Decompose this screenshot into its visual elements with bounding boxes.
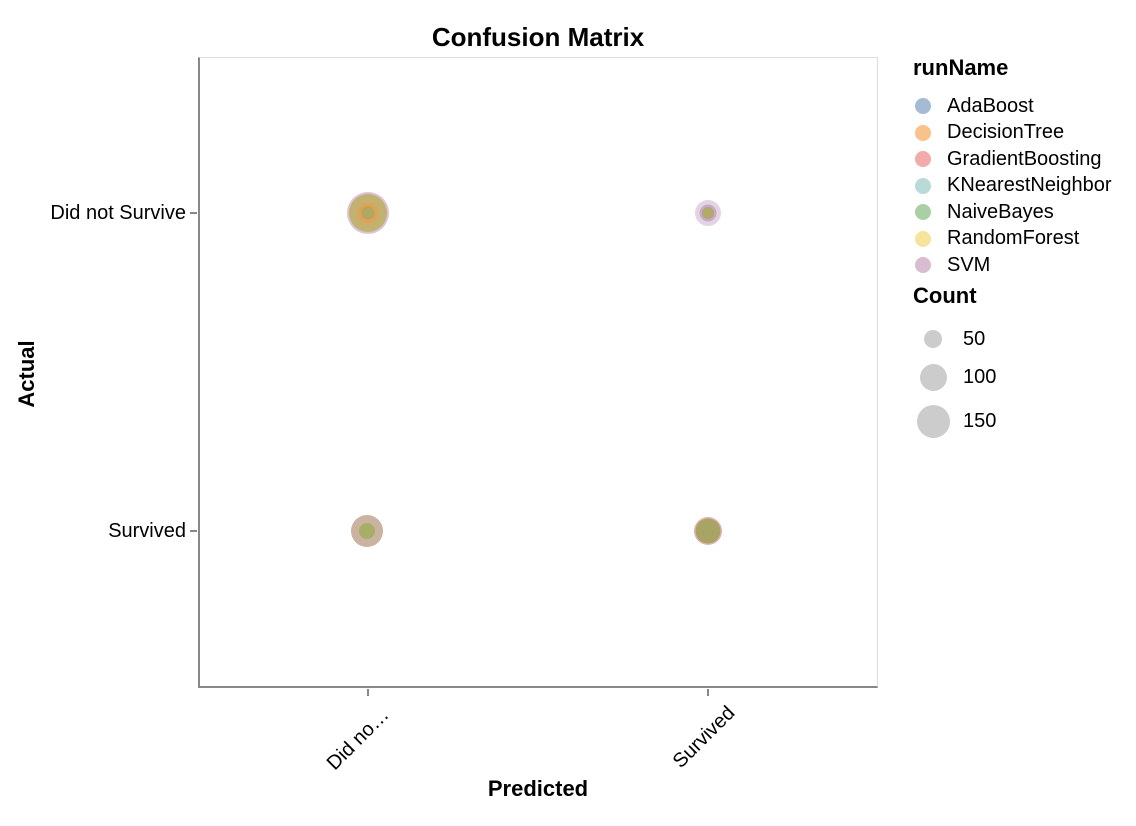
- count-legend-item-150: 150: [913, 397, 1133, 445]
- legend-entry-randomforest: RandomForest: [913, 226, 1133, 253]
- legend-entry-adaboost: AdaBoost: [913, 93, 1133, 120]
- adaboost-swatch-icon: [915, 98, 931, 115]
- count-legend: Count 50 100 150: [913, 283, 1133, 445]
- count-legend-item-50: 50: [913, 321, 1133, 357]
- randomforest-swatch-icon: [915, 230, 931, 247]
- count-150-circle-icon: [916, 404, 950, 438]
- x-axis-title: Predicted: [487, 776, 589, 801]
- count-100-circle-icon: [919, 363, 947, 391]
- svm-swatch-icon: [915, 257, 931, 274]
- naivebayes-swatch-icon: [915, 204, 931, 221]
- legend-entry-label: DecisionTree: [947, 121, 1065, 144]
- legend-entry-label: KNearestNeighbor: [947, 174, 1112, 197]
- count-legend-label: 100: [963, 365, 997, 388]
- y-axis-title: Actual: [14, 340, 39, 408]
- legend-entry-svm: SVM: [913, 252, 1133, 279]
- run-name-legend: runName AdaBoost DecisionTree GradientBo…: [913, 55, 1133, 279]
- y-axis-label-survived: Survived: [108, 520, 186, 542]
- y-tick-survived: [190, 530, 197, 532]
- count-legend-label: 50: [963, 327, 986, 350]
- count-legend-item-100: 100: [913, 357, 1133, 397]
- legend-entry-label: AdaBoost: [947, 94, 1034, 117]
- count-legend-label: 150: [963, 409, 997, 432]
- x-axis-label-did-not-survive: Did no…: [322, 704, 394, 775]
- legend-entry-label: NaiveBayes: [947, 200, 1054, 223]
- gradientboosting-swatch-icon: [915, 151, 931, 168]
- chart-title: Confusion Matrix: [431, 22, 645, 52]
- x-tick-did-not-survive: [367, 689, 369, 696]
- x-tick-survived: [707, 689, 709, 696]
- legend-entry-gradientboosting: GradientBoosting: [913, 146, 1133, 173]
- legend-entry-label: RandomForest: [947, 227, 1080, 250]
- y-tick-did-not-survive: [190, 212, 197, 214]
- count-50-circle-icon: [924, 330, 942, 348]
- count-legend-title: Count: [913, 283, 977, 308]
- legend-entry-label: SVM: [947, 253, 991, 276]
- plot-area: [198, 57, 878, 688]
- legend-entry-knearestneighbor: KNearestNeighbor: [913, 173, 1133, 200]
- legend-entry-naivebayes: NaiveBayes: [913, 199, 1133, 226]
- run-name-legend-title: runName: [913, 55, 1009, 80]
- legend-entry-label: GradientBoosting: [947, 147, 1102, 170]
- decisiontree-swatch-icon: [915, 124, 931, 141]
- x-axis-label-survived: Survived: [668, 702, 740, 773]
- y-axis-label-did-not-survive: Did not Survive: [50, 202, 186, 224]
- legend-entry-decisiontree: DecisionTree: [913, 120, 1133, 147]
- knearestneighbor-swatch-icon: [915, 177, 931, 194]
